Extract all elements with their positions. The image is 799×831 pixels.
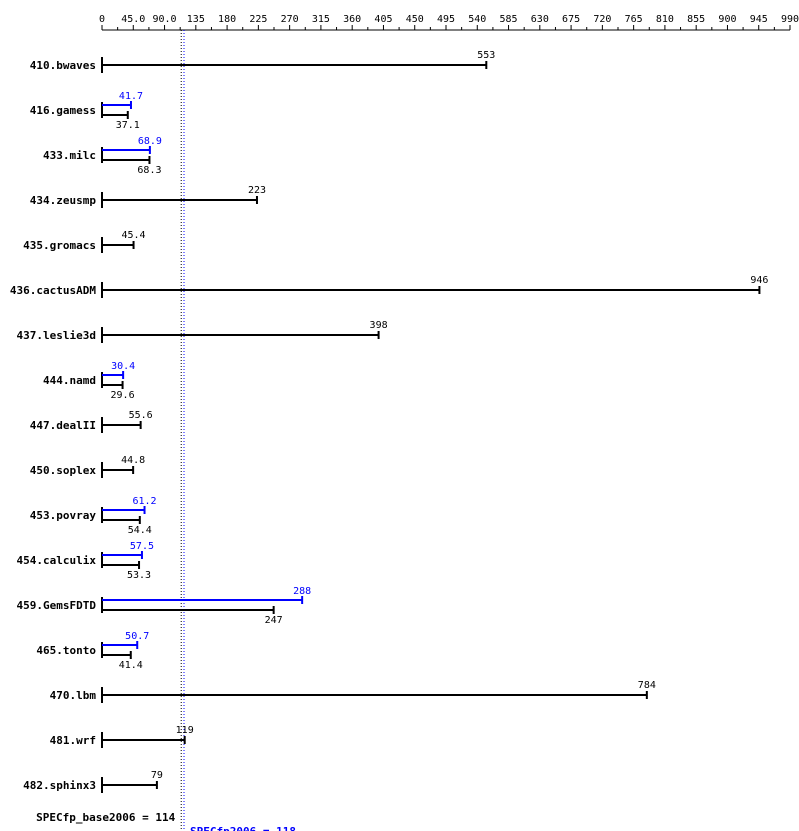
axis-tick-label: 810 [656, 14, 674, 25]
axis-tick-label: 180 [218, 14, 236, 25]
footer-peak-label: SPECfp2006 = 118 [190, 825, 296, 831]
peak-value-label: 68.9 [138, 136, 162, 147]
benchmark-name: 465.tonto [36, 644, 96, 657]
axis-tick-label: 225 [249, 14, 267, 25]
benchmark-name: 481.wrf [50, 734, 96, 747]
benchmark-name: 453.povray [30, 509, 97, 522]
peak-value-label: 61.2 [132, 496, 156, 507]
axis-tick-label: 45.0 [121, 14, 145, 25]
axis-tick-label: 360 [343, 14, 361, 25]
peak-value-label: 288 [293, 586, 311, 597]
benchmark-name: 434.zeusmp [30, 194, 97, 207]
benchmark-name: 437.leslie3d [17, 329, 96, 342]
base-value-label: 119 [176, 725, 194, 736]
base-value-label: 45.4 [122, 230, 146, 241]
axis-tick-label: 675 [562, 14, 580, 25]
benchmark-name: 454.calculix [17, 554, 97, 567]
axis-tick-label: 720 [593, 14, 611, 25]
axis-tick-label: 0 [99, 14, 105, 25]
axis-tick-label: 630 [531, 14, 549, 25]
base-value-label: 784 [638, 680, 656, 691]
peak-value-label: 57.5 [130, 541, 154, 552]
axis-tick-label: 945 [750, 14, 768, 25]
axis-tick-label: 315 [312, 14, 330, 25]
benchmark-name: 447.dealII [30, 419, 96, 432]
benchmark-name: 450.soplex [30, 464, 97, 477]
base-value-label: 79 [151, 770, 163, 781]
base-value-label: 55.6 [129, 410, 153, 421]
benchmark-name: 482.sphinx3 [23, 779, 96, 792]
axis-tick-label: 90.0 [152, 14, 176, 25]
axis-tick-label: 585 [500, 14, 518, 25]
benchmark-name: 470.lbm [50, 689, 97, 702]
axis-tick-label: 405 [374, 14, 392, 25]
benchmark-name: 433.milc [43, 149, 96, 162]
base-value-label: 247 [265, 615, 283, 626]
axis-tick-label: 450 [406, 14, 424, 25]
base-value-label: 223 [248, 185, 266, 196]
benchmark-name: 436.cactusADM [10, 284, 96, 297]
base-value-label: 553 [477, 50, 495, 61]
benchmark-name: 435.gromacs [23, 239, 96, 252]
axis-tick-label: 855 [687, 14, 705, 25]
base-value-label: 68.3 [137, 165, 161, 176]
axis-tick-label: 540 [468, 14, 486, 25]
peak-value-label: 30.4 [111, 361, 135, 372]
base-value-label: 398 [370, 320, 388, 331]
peak-value-label: 50.7 [125, 631, 149, 642]
base-value-label: 54.4 [128, 525, 152, 536]
base-value-label: 44.8 [121, 455, 145, 466]
base-value-label: 41.4 [119, 660, 143, 671]
axis-tick-label: 900 [718, 14, 736, 25]
benchmark-name: 459.GemsFDTD [17, 599, 97, 612]
base-value-label: 53.3 [127, 570, 151, 581]
axis-tick-label: 765 [625, 14, 643, 25]
base-value-label: 946 [750, 275, 768, 286]
benchmark-name: 416.gamess [30, 104, 96, 117]
axis-tick-label: 495 [437, 14, 455, 25]
benchmark-name: 410.bwaves [30, 59, 96, 72]
peak-value-label: 41.7 [119, 91, 143, 102]
benchmark-name: 444.namd [43, 374, 96, 387]
axis-tick-label: 990 [781, 14, 799, 25]
footer-base-label: SPECfp_base2006 = 114 [36, 811, 175, 824]
base-value-label: 29.6 [111, 390, 135, 401]
axis-tick-label: 270 [281, 14, 299, 25]
axis-tick-label: 135 [187, 14, 205, 25]
base-value-label: 37.1 [116, 120, 140, 131]
benchmark-chart: 0 45.0 90.0 135 180 225 270 315 360 405 450 495 540 5… [0, 0, 799, 831]
